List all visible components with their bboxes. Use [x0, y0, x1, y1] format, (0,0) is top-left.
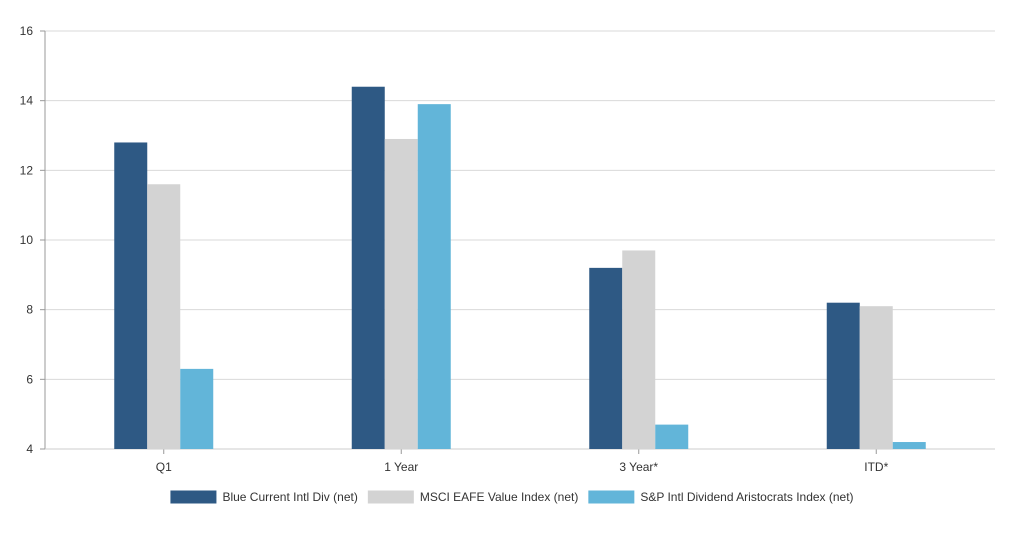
bar [180, 368, 214, 449]
axis-labels: 4 6 8 10 12 14 16 Q1 1 Year 3 Year* ITD* [20, 24, 889, 474]
bar [147, 184, 181, 449]
bar [417, 104, 451, 450]
y-tick-label: 10 [20, 233, 34, 247]
bar [655, 424, 689, 449]
legend: Blue Current Intl Div (net) MSCI EAFE Val… [170, 490, 854, 504]
y-tick-label: 6 [26, 372, 33, 386]
y-tick-label: 14 [20, 94, 34, 108]
y-tick-label: 12 [20, 163, 34, 177]
x-tick-label: 3 Year* [619, 460, 658, 474]
bar [351, 86, 385, 449]
x-tick-label: ITD* [864, 460, 888, 474]
legend-swatch [367, 490, 414, 504]
x-tick-label: Q1 [156, 460, 172, 474]
bar [622, 250, 656, 449]
bar [826, 302, 860, 449]
legend-swatch [588, 490, 635, 504]
bar [892, 442, 926, 449]
x-tick-label: 1 Year [384, 460, 418, 474]
y-tick-label: 8 [26, 303, 33, 317]
bar [384, 138, 418, 449]
legend-label: Blue Current Intl Div (net) [222, 490, 357, 504]
bar [114, 142, 148, 449]
y-tick-label: 4 [26, 442, 33, 456]
bar [589, 267, 623, 449]
legend-label: S&P Intl Dividend Aristocrats Index (net… [640, 490, 853, 504]
y-tick-label: 16 [20, 24, 34, 38]
bar [859, 306, 893, 449]
legend-label: MSCI EAFE Value Index (net) [420, 490, 579, 504]
legend-swatch [170, 490, 217, 504]
bars [114, 86, 926, 450]
